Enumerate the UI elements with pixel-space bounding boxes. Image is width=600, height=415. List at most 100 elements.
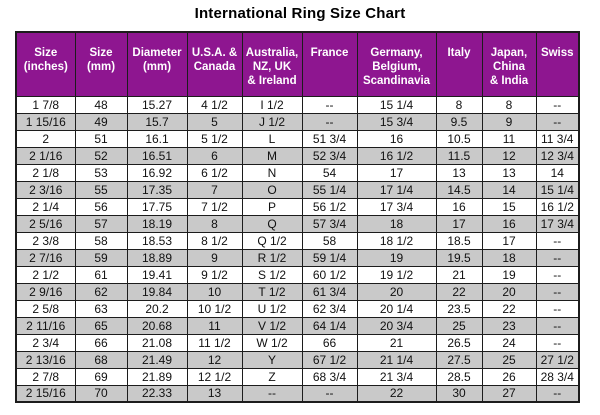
table-cell: Q 1/2 <box>241 231 303 250</box>
table-cell: 15.7 <box>126 112 188 131</box>
table-cell: 19.5 <box>435 248 483 267</box>
table-cell: 48 <box>74 95 128 114</box>
table-cell: 62 3/4 <box>301 299 358 318</box>
table-cell: 2 3/8 <box>15 231 76 250</box>
table-cell: R 1/2 <box>241 248 303 267</box>
table-cell: -- <box>535 282 580 301</box>
table-cell: 21 3/4 <box>356 367 437 386</box>
table-cell: 58 <box>74 231 128 250</box>
table-cell: 1 7/8 <box>15 95 76 114</box>
table-cell: 22 <box>435 282 483 301</box>
column-header-5: Australia, NZ, UK & Ireland <box>241 31 303 97</box>
table-cell: 9 1/2 <box>186 265 243 284</box>
table-cell: 30 <box>435 384 483 403</box>
table-cell: 4 1/2 <box>186 95 243 114</box>
table-row: 2 1/8 53 16.92 6 1/2 N 54 17 13 13 14 <box>15 163 580 182</box>
table-cell: 55 <box>74 180 128 199</box>
column-header-9: Japan, China & India <box>481 31 537 97</box>
table-cell: 9 <box>186 248 243 267</box>
table-cell: L <box>241 129 303 148</box>
table-cell: 10 <box>186 282 243 301</box>
table-cell: 11.5 <box>435 146 483 165</box>
table-cell: 16 <box>435 197 483 216</box>
table-cell: 2 1/4 <box>15 197 76 216</box>
table-cell: 21.89 <box>126 367 188 386</box>
table-cell: 16 <box>481 214 537 233</box>
table-cell: 2 1/2 <box>15 265 76 284</box>
table-cell: 15 1/4 <box>535 180 580 199</box>
table-cell: 13 <box>481 163 537 182</box>
table-cell: 66 <box>74 333 128 352</box>
table-cell: 25 <box>435 316 483 335</box>
table-cell: 8 <box>481 95 537 114</box>
table-cell: -- <box>535 265 580 284</box>
page-title: International Ring Size Chart <box>194 5 406 22</box>
table-cell: 62 <box>74 282 128 301</box>
table-cell: 17 <box>356 163 437 182</box>
table-cell: 16.1 <box>126 129 188 148</box>
table-cell: 18.5 <box>435 231 483 250</box>
table-cell: Q <box>241 214 303 233</box>
table-cell: 49 <box>74 112 128 131</box>
table-cell: 15 <box>481 197 537 216</box>
ring-size-table: Size (inches) Size (mm) Diameter (mm) U.S.A… <box>15 31 580 403</box>
table-cell: 18.19 <box>126 214 188 233</box>
table-cell: 20.68 <box>126 316 188 335</box>
table-row: 2 13/16 68 21.49 12 Y 67 1/2 21 1/4 27.5 25 27 1/… <box>15 350 580 369</box>
table-cell: 1 15/16 <box>15 112 76 131</box>
table-cell: 2 13/16 <box>15 350 76 369</box>
table-cell: 26.5 <box>435 333 483 352</box>
table-row: 2 1/16 52 16.51 6 M 52 3/4 16 1/2 11.5 12 12 3/4 <box>15 146 580 165</box>
table-cell: W 1/2 <box>241 333 303 352</box>
table-cell: 13 <box>435 163 483 182</box>
table-cell: 9 <box>481 112 537 131</box>
table-cell: -- <box>535 316 580 335</box>
table-cell: 21 1/4 <box>356 350 437 369</box>
table-cell: 7 1/2 <box>186 197 243 216</box>
table-cell: -- <box>535 333 580 352</box>
table-cell: 27.5 <box>435 350 483 369</box>
table-cell: -- <box>535 384 580 403</box>
table-row: 2 9/16 62 19.84 10 T 1/2 61 3/4 20 22 20 -- <box>15 282 580 301</box>
table-cell: 60 1/2 <box>301 265 358 284</box>
table-cell: 21.49 <box>126 350 188 369</box>
table-cell: 24 <box>481 333 537 352</box>
table-cell: 14.5 <box>435 180 483 199</box>
table-cell: 11 1/2 <box>186 333 243 352</box>
table-cell: 61 <box>74 265 128 284</box>
table-cell: 2 3/16 <box>15 180 76 199</box>
table-cell: 25 <box>481 350 537 369</box>
table-cell: -- <box>301 112 358 131</box>
header-row: Size (inches) Size (mm) Diameter (mm) U.S.A… <box>15 31 580 97</box>
table-cell: -- <box>241 384 303 403</box>
table-cell: 17 3/4 <box>535 214 580 233</box>
table-cell: 17 <box>481 231 537 250</box>
table-cell: -- <box>301 95 358 114</box>
table-row: 2 11/16 65 20.68 11 V 1/2 64 1/4 20 3/4 25 23 -- <box>15 316 580 335</box>
table-cell: 11 3/4 <box>535 129 580 148</box>
table-cell: 68 <box>74 350 128 369</box>
table-cell: 22.33 <box>126 384 188 403</box>
table-cell: 19 1/2 <box>356 265 437 284</box>
table-cell: 10.5 <box>435 129 483 148</box>
table-cell: 12 <box>186 350 243 369</box>
table-cell: 21 <box>356 333 437 352</box>
table-cell: 8 <box>186 214 243 233</box>
table-cell: 69 <box>74 367 128 386</box>
table-cell: 56 <box>74 197 128 216</box>
table-cell: 2 3/4 <box>15 333 76 352</box>
table-cell: 18 1/2 <box>356 231 437 250</box>
table-cell: 28 3/4 <box>535 367 580 386</box>
table-row: 2 3/4 66 21.08 11 1/2 W 1/2 66 21 26.5 24 -- <box>15 333 580 352</box>
table-cell: 2 1/16 <box>15 146 76 165</box>
table-cell: 22 <box>356 384 437 403</box>
table-cell: 2 7/8 <box>15 367 76 386</box>
table-cell: 15 3/4 <box>356 112 437 131</box>
table-cell: 2 11/16 <box>15 316 76 335</box>
table-cell: 8 <box>435 95 483 114</box>
table-cell: 52 <box>74 146 128 165</box>
table-cell: 2 7/16 <box>15 248 76 267</box>
table-row: 2 3/8 58 18.53 8 1/2 Q 1/2 58 18 1/2 18.5 17 -- <box>15 231 580 250</box>
table-row: 2 3/16 55 17.35 7 O 55 1/4 17 1/4 14.5 14 15 1/4 <box>15 180 580 199</box>
